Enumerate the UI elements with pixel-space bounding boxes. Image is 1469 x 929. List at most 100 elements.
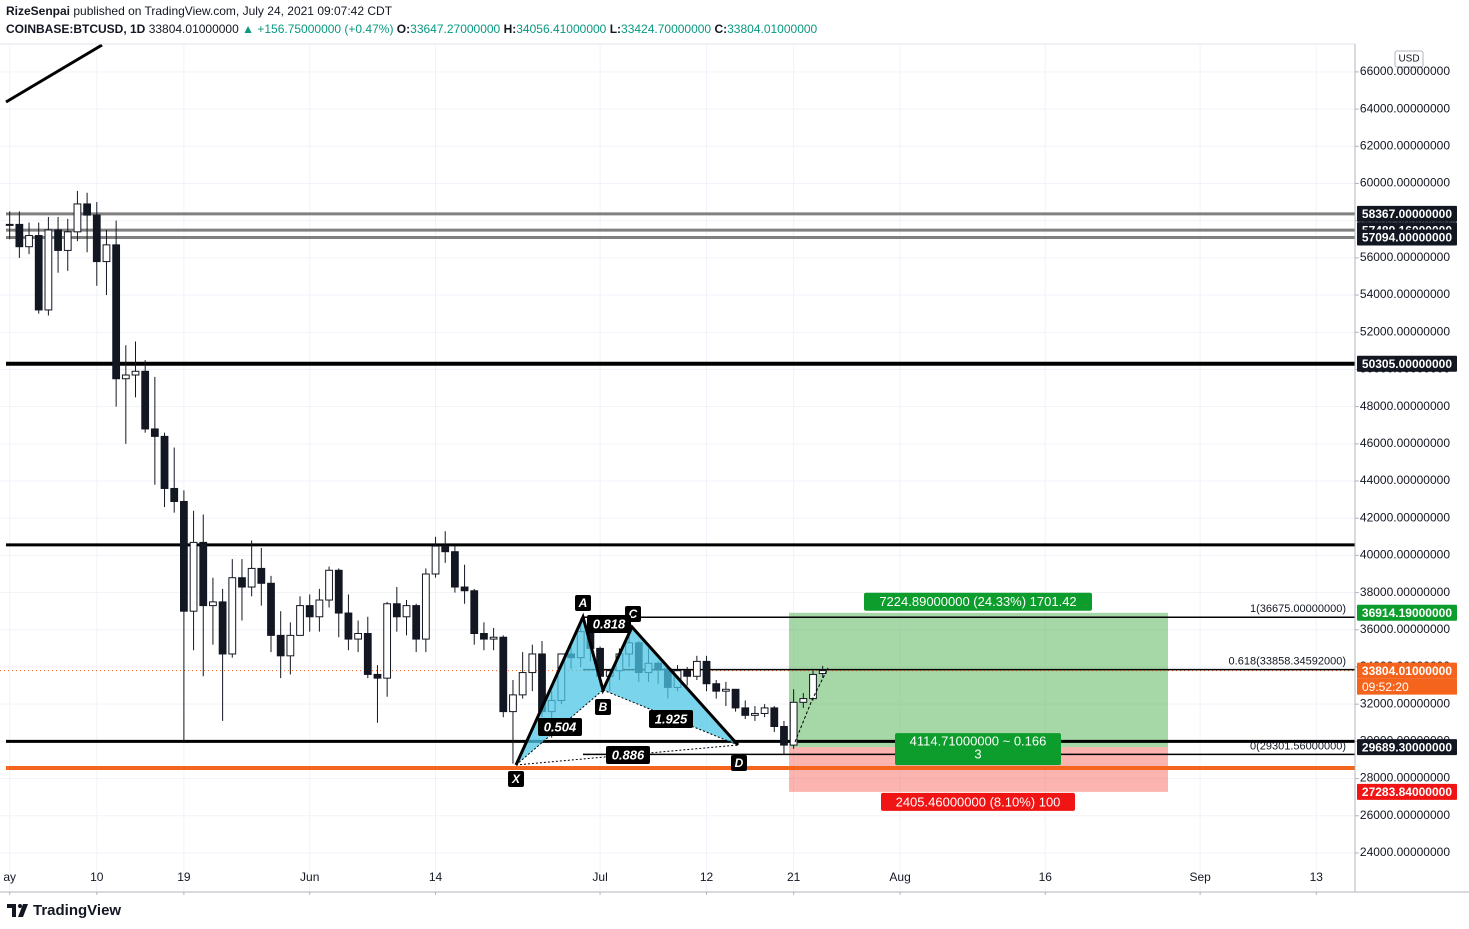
point-label: X <box>511 772 521 786</box>
price-label: 58367.00000000 <box>1362 207 1452 221</box>
candle-body <box>228 577 237 655</box>
logo-dot <box>18 904 22 908</box>
change: ▲ +156.75000000 (+0.47%) <box>242 22 394 36</box>
l-value: 33424.70000000 <box>621 22 712 36</box>
header-line: RizeSenpai published on TradingView.com,… <box>6 4 392 18</box>
candle-body <box>160 435 169 489</box>
published: published on TradingView.com, July 24, 2… <box>73 4 393 18</box>
ratio-label: 0.818 <box>593 616 626 631</box>
candle-body <box>518 672 527 696</box>
c-label: C: <box>714 22 728 36</box>
projection-arrow <box>794 667 829 743</box>
price-label: 29689.30000000 <box>1362 740 1452 754</box>
y-tick-label: 60000.00000000 <box>1360 176 1450 190</box>
candle-body <box>470 590 479 635</box>
price-label-bg <box>1357 355 1457 372</box>
candle-body <box>441 545 450 553</box>
x-tick-label: Jul <box>592 870 607 884</box>
candle-body <box>722 688 730 692</box>
y-tick-label: 32000.00000000 <box>1360 696 1450 710</box>
target-zone <box>789 612 1168 748</box>
price-label-bg <box>1357 604 1457 621</box>
candles-layer <box>5 190 829 764</box>
y-tick-label: 56000.00000000 <box>1360 250 1450 264</box>
candle-body <box>25 235 33 248</box>
y-tick-label: 24000.00000000 <box>1360 845 1450 859</box>
currency: USD <box>1398 54 1419 65</box>
x-tick-label: Jun <box>300 870 319 884</box>
target-label: 7224.89000000 (24.33%) 1701.42 <box>879 594 1076 609</box>
candle-body <box>44 229 53 311</box>
candle-body <box>431 545 440 575</box>
candle-body <box>5 223 14 226</box>
candle-body <box>344 612 353 640</box>
pattern-fill <box>516 617 603 765</box>
y-tick-label: 62000.00000000 <box>1360 138 1450 152</box>
candle-body <box>296 605 304 636</box>
x-tick-label: 10 <box>90 870 104 884</box>
symbol-line: COINBASE:BTCUSD, 1D 33804.01000000 ▲ +15… <box>6 22 817 36</box>
countdown: 09:52:20 <box>1362 680 1409 694</box>
x-tick-label: 19 <box>177 870 191 884</box>
entry-sub: 3 <box>974 747 981 762</box>
pattern-labels: 7224.89000000 (24.33%) 1701.42 4114.71000… <box>508 592 1092 811</box>
c-value: 33804.01000000 <box>727 22 818 36</box>
candle-body <box>199 541 208 607</box>
brand: TradingView <box>33 902 121 919</box>
pattern <box>514 612 740 766</box>
candle-body <box>712 683 721 692</box>
candle-body <box>799 698 808 703</box>
grid-layer <box>0 44 1355 892</box>
ratio-label: 0.886 <box>612 747 645 762</box>
o-label: O: <box>396 22 411 36</box>
point-bg <box>508 771 524 787</box>
candle-body <box>267 582 275 636</box>
price-label: 36914.19000000 <box>1362 606 1452 620</box>
candle-body <box>92 214 101 263</box>
levels-layer: 1(36675.00000000) 0.618(33858.34592000) 0(… <box>0 212 1355 770</box>
ratio-bg <box>606 746 650 764</box>
point-label: A <box>578 596 588 610</box>
price-label: 50305.00000000 <box>1362 357 1452 371</box>
price-label-bg <box>1357 783 1457 800</box>
x-tick-label: ay <box>3 870 16 884</box>
x-tick-label: 12 <box>700 870 714 884</box>
price: 33804.01000000 <box>148 22 239 36</box>
pattern-dotted <box>515 744 739 766</box>
ratio-bg <box>587 615 631 633</box>
price-label-bg <box>1357 229 1457 246</box>
candle-body <box>702 660 711 685</box>
stop-label: 2405.46000000 (8.10%) 100 <box>896 794 1061 809</box>
fib-label: 0(29301.56000000) <box>1250 740 1346 752</box>
y-tick-label: 40000.00000000 <box>1360 548 1450 562</box>
y-tick-label: 48000.00000000 <box>1360 399 1450 413</box>
entry-box <box>895 733 1061 766</box>
candle-body <box>73 203 82 233</box>
candle-body <box>247 567 256 588</box>
point-label: B <box>599 700 608 714</box>
stop-label-bg <box>881 792 1075 811</box>
candle-body <box>112 244 121 380</box>
price-label-bg <box>1357 662 1457 679</box>
y-tick-label: 42000.00000000 <box>1360 510 1450 524</box>
countdown-bg <box>1357 678 1457 695</box>
candle-body <box>373 673 382 679</box>
candle-body <box>209 601 217 607</box>
price-label-bg <box>1357 205 1457 222</box>
candle-body <box>257 567 266 584</box>
candle-body <box>770 707 779 727</box>
candle-body <box>383 603 392 679</box>
candle-body <box>489 636 498 640</box>
ratio-bg <box>649 710 693 728</box>
candle-body <box>325 569 333 601</box>
y-tick-label: 54000.00000000 <box>1360 287 1450 301</box>
candle-body <box>131 370 140 376</box>
x-tick-label: 16 <box>1039 870 1053 884</box>
candle-body <box>150 428 159 437</box>
pattern-fill <box>603 627 738 745</box>
candle-body <box>460 586 469 592</box>
candle-body <box>170 487 179 502</box>
ratio-label: 0.504 <box>544 719 577 734</box>
candle-body <box>305 605 314 618</box>
